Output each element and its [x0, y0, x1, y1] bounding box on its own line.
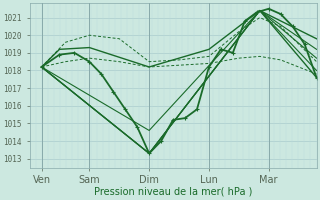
X-axis label: Pression niveau de la mer( hPa ): Pression niveau de la mer( hPa ) — [94, 187, 252, 197]
